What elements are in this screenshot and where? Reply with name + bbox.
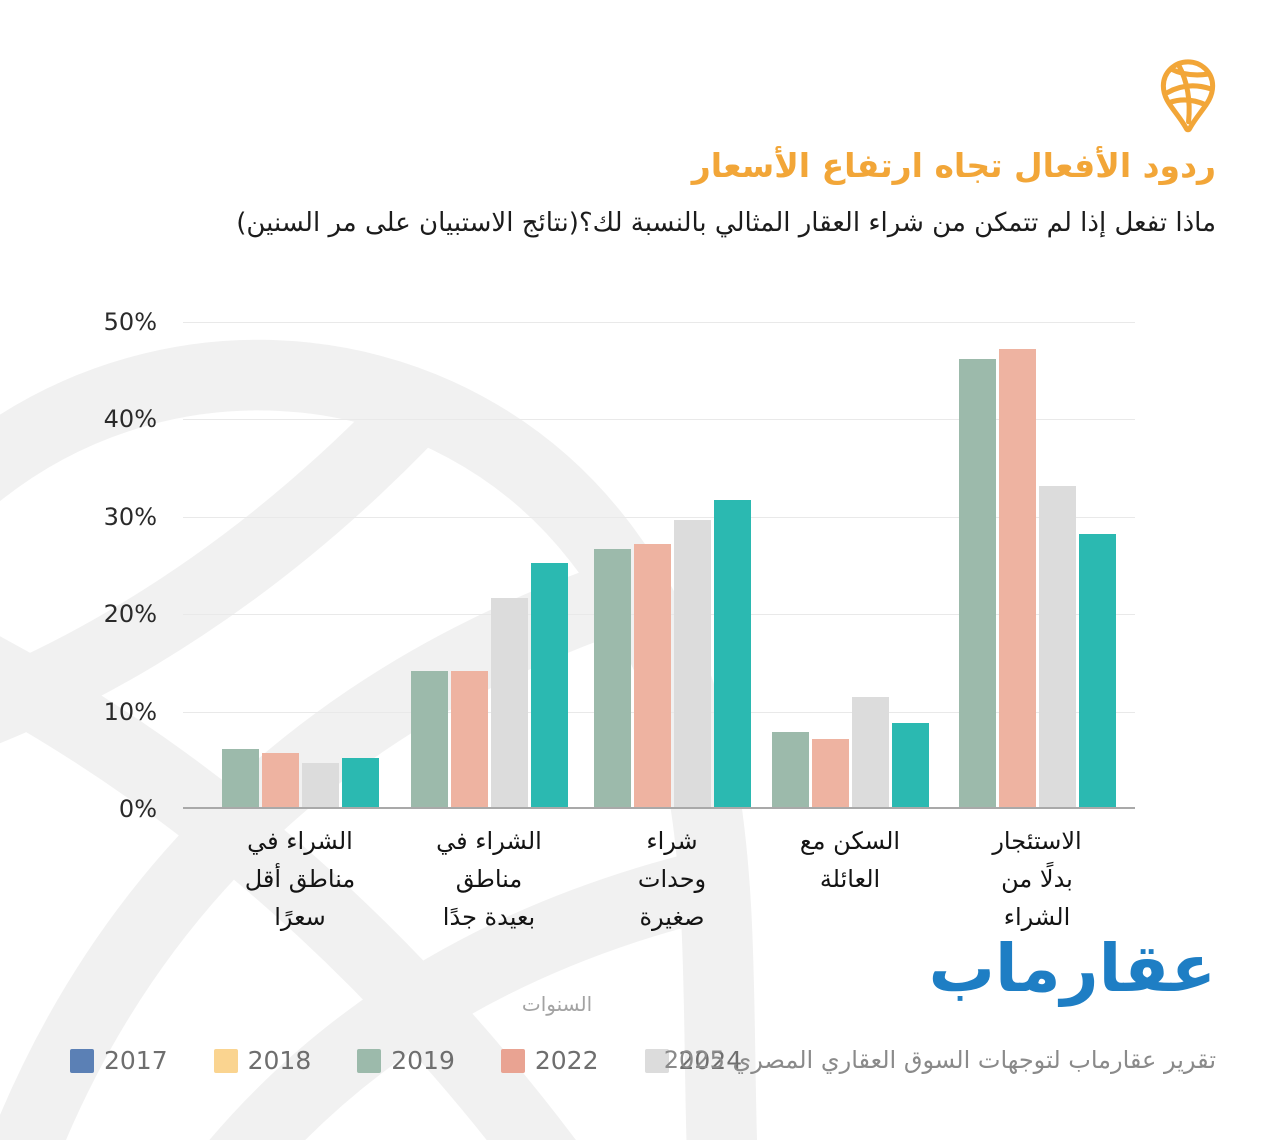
bar-group [222, 320, 379, 807]
legend-item-2018: 2018 [213, 1046, 312, 1075]
bar-2019-3 [772, 732, 809, 807]
bar-2019-1 [411, 671, 448, 807]
x-axis-category-label: الشراء في مناطق أقل سعرًا [244, 827, 356, 931]
bar-2019-2 [594, 549, 631, 807]
x-axis-line [183, 807, 1135, 809]
bar-2024-4 [1039, 486, 1076, 807]
bar-2019-0 [222, 749, 259, 807]
bar-2022-1 [451, 671, 488, 807]
bar-teal-2 [714, 500, 751, 807]
bar-chart-plot-area: 50% 40% 30% 20% 10% 0% [104, 308, 1135, 823]
bar-teal-4 [1079, 534, 1116, 807]
y-axis-tick-label: 50% [103, 308, 157, 336]
legend-item-2017: 2017 [70, 1046, 168, 1075]
aqarmap-wordmark: عقارماب [928, 930, 1216, 1007]
bar-2024-0 [302, 763, 339, 807]
bar-group [411, 320, 568, 807]
bar-teal-0 [342, 758, 379, 807]
y-axis-tick-label: 10% [103, 698, 157, 726]
bar-2024-3 [852, 697, 889, 807]
bar-group [594, 320, 751, 807]
legend-swatch-2019 [357, 1048, 382, 1073]
legend-label: 2017 [104, 1046, 168, 1075]
legend-label: 2018 [247, 1046, 312, 1075]
legend-item-2022: 2022 [500, 1046, 599, 1075]
bar-2022-3 [812, 739, 849, 807]
legend-label: 2022 [534, 1046, 599, 1075]
chart-legend: 2017 2018 2019 2022 2024 [70, 1046, 742, 1075]
legend-swatch-2018 [213, 1048, 238, 1073]
bar-teal-3 [892, 723, 929, 807]
page-title: ردود الأفعال تجاه ارتفاع الأسعار [691, 146, 1216, 185]
report-caption: تقرير عقارماب لتوجهات السوق العقاري المص… [663, 1046, 1216, 1074]
bar-2019-4 [959, 359, 996, 807]
bar-2022-0 [262, 753, 299, 807]
x-axis-category-label: السكن مع العائلة [799, 827, 901, 893]
legend-label: 2019 [391, 1046, 455, 1075]
y-axis-tick-label: 0% [118, 795, 157, 823]
legend-item-2019: 2019 [357, 1046, 455, 1075]
aqarmap-pin-icon [1160, 59, 1216, 133]
legend-title: السنوات [521, 992, 593, 1016]
x-axis-category-label: الاستئجار بدلًا من الشراء [992, 827, 1082, 931]
y-axis-tick-label: 40% [103, 405, 157, 433]
legend-swatch-2022 [500, 1048, 525, 1073]
y-axis-tick-label: 30% [103, 503, 157, 531]
bar-group [772, 320, 929, 807]
bar-2024-2 [674, 520, 711, 807]
bar-2022-4 [999, 349, 1036, 807]
page-subtitle: ماذا تفعل إذا لم تتمكن من شراء العقار ال… [236, 208, 1216, 238]
bar-group [959, 320, 1116, 807]
bar-2022-2 [634, 544, 671, 807]
y-gridline [183, 322, 1135, 323]
bar-teal-1 [531, 563, 568, 807]
y-axis-tick-label: 20% [103, 600, 157, 628]
legend-swatch-2017 [70, 1048, 94, 1073]
bar-2024-1 [491, 598, 528, 807]
